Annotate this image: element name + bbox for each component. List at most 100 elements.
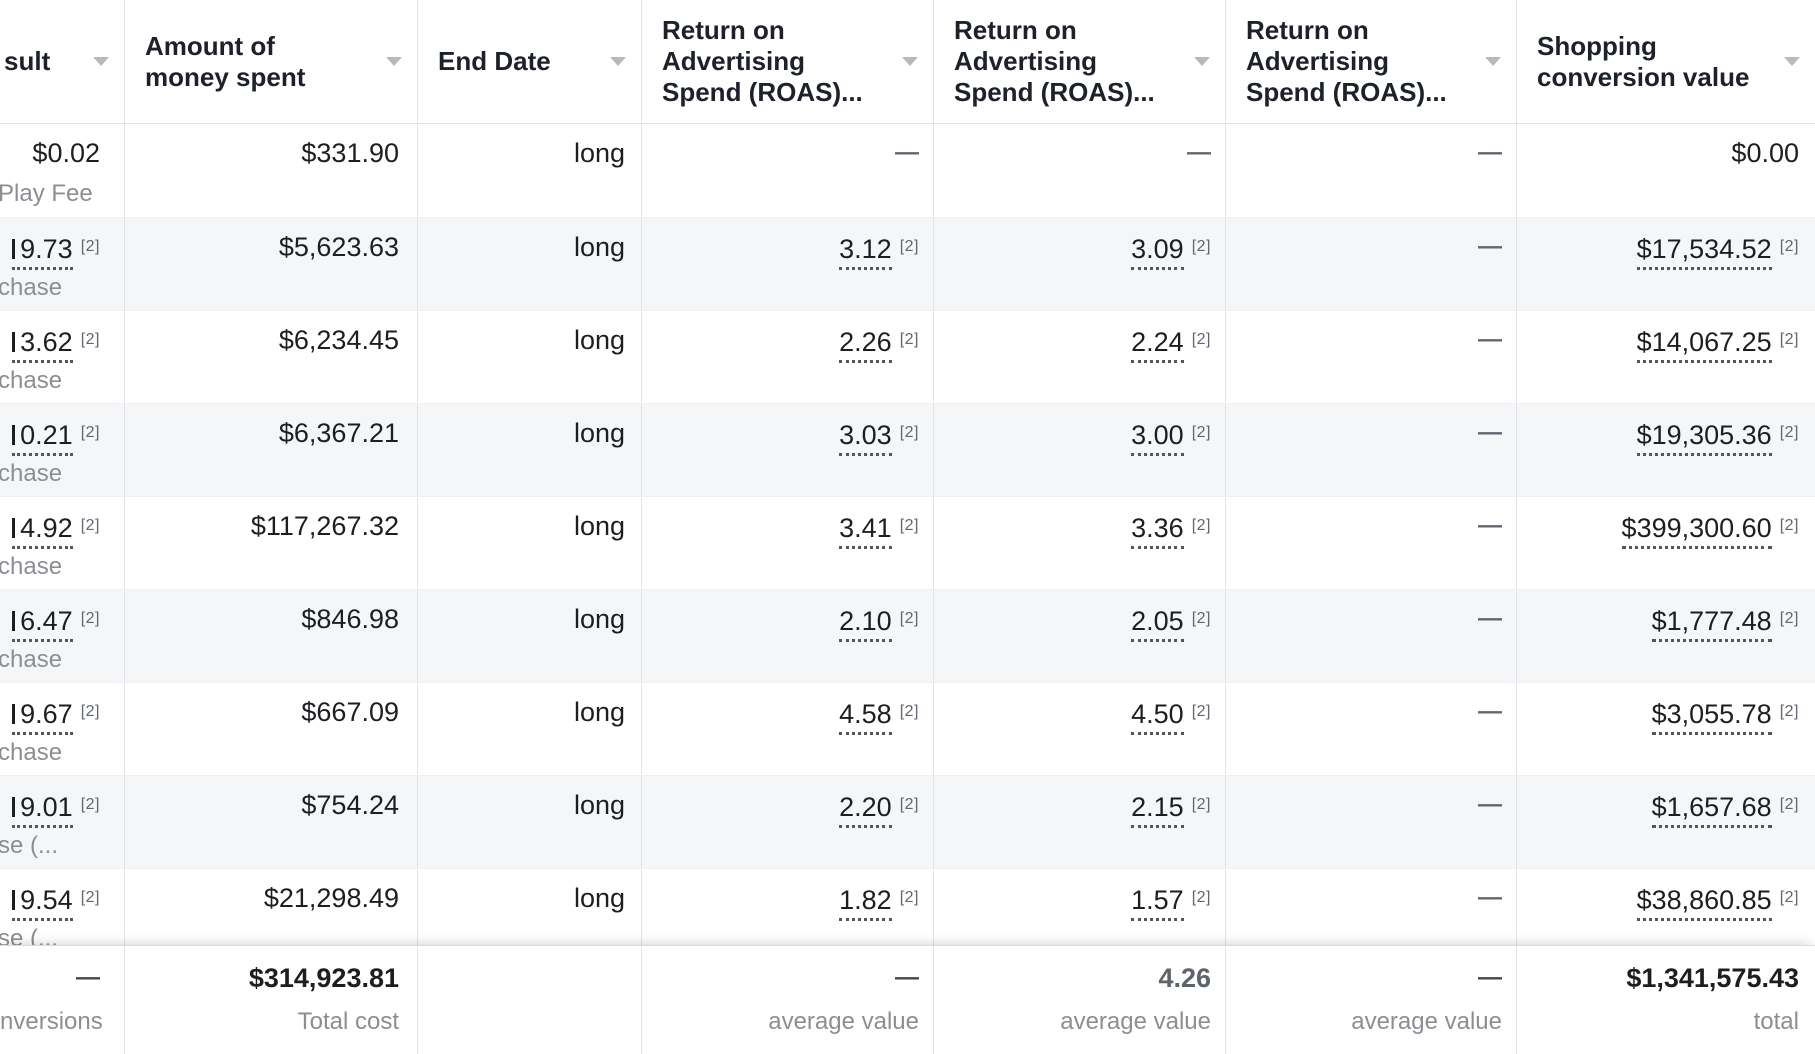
footnote-marker: [2] <box>80 238 100 255</box>
table-row: 9.73 [2] chase $5,623.63 long 3.12 [2] 3.0… <box>0 217 1815 310</box>
result-total-value: — <box>76 964 100 991</box>
result-cell: 6.47 [2] chase <box>0 590 124 682</box>
column-header-label: End Date <box>438 46 551 76</box>
chevron-down-icon[interactable] <box>386 56 402 66</box>
result-cell: 0.21 [2] chase <box>0 404 124 496</box>
end-date-cell: long <box>417 218 641 310</box>
roas-1-value[interactable]: 4.58 <box>839 699 892 735</box>
footnote-marker: [2] <box>1191 610 1211 627</box>
shopping-value[interactable]: $399,300.60 <box>1621 513 1772 549</box>
shopping-value[interactable]: $1,657.68 <box>1651 792 1772 828</box>
result-value[interactable]: 9.73 <box>12 234 73 270</box>
shopping-value-cell: $0.00 <box>1516 124 1815 217</box>
amount-spent-cell: $5,623.63 <box>124 218 417 310</box>
column-header-label: Return on Advertising Spend (ROAS)... <box>1246 15 1447 107</box>
chevron-down-icon[interactable] <box>902 56 918 66</box>
roas-2-cell: 3.00 [2] <box>933 404 1225 496</box>
roas-2-cell: 3.09 [2] <box>933 218 1225 310</box>
shopping-value[interactable]: $38,860.85 <box>1636 885 1772 921</box>
end-date-cell: long <box>417 776 641 868</box>
result-value[interactable]: 3.62 <box>12 327 73 363</box>
shopping-value[interactable]: $17,534.52 <box>1636 234 1772 270</box>
column-header-roas-3[interactable]: Return on Advertising Spend (ROAS)... <box>1225 0 1516 123</box>
roas-2-cell: 2.05 [2] <box>933 590 1225 682</box>
roas-1-value[interactable]: 1.82 <box>839 885 892 921</box>
chevron-down-icon[interactable] <box>93 56 109 66</box>
roas-2-value: — <box>1187 139 1211 166</box>
column-header-amount-spent[interactable]: Amount of money spent <box>124 0 417 123</box>
chevron-down-icon[interactable] <box>1194 56 1210 66</box>
roas-1-value[interactable]: 2.20 <box>839 792 892 828</box>
roas-2-value[interactable]: 4.50 <box>1131 699 1184 735</box>
roas-1-cell: 4.58 [2] <box>641 683 933 775</box>
table-header-row: sult Amount of money spent End Date Retu… <box>0 0 1815 124</box>
roas-1-value[interactable]: 3.41 <box>839 513 892 549</box>
roas-1-value[interactable]: 3.03 <box>839 420 892 456</box>
footnote-marker: [2] <box>80 424 100 441</box>
roas-3-total-cell: — average value <box>1225 946 1516 1054</box>
result-value[interactable]: 6.47 <box>12 606 73 642</box>
result-value[interactable]: 4.92 <box>12 513 73 549</box>
table-row: 4.92 [2] chase $117,267.32 long 3.41 [2] 3… <box>0 496 1815 589</box>
column-header-label: Return on Advertising Spend (ROAS)... <box>954 15 1155 107</box>
column-header-roas-1[interactable]: Return on Advertising Spend (ROAS)... <box>641 0 933 123</box>
footnote-marker: [2] <box>1191 517 1211 534</box>
shopping-value[interactable]: $14,067.25 <box>1636 327 1772 363</box>
roas-2-value[interactable]: 2.05 <box>1131 606 1184 642</box>
end-date-cell: long <box>417 590 641 682</box>
roas-2-value[interactable]: 2.15 <box>1131 792 1184 828</box>
chevron-down-icon[interactable] <box>1784 56 1800 66</box>
end-date-value: long <box>573 232 625 262</box>
end-date-value: long <box>573 883 625 913</box>
table-row: 9.54 [2] se (... $21,298.49 long 1.82 [2] … <box>0 868 1815 952</box>
shopping-total-sublabel: total <box>1753 1008 1799 1035</box>
amount-spent-total-cell: $314,923.81 Total cost <box>124 946 417 1054</box>
shopping-value-cell: $399,300.60 [2] <box>1516 497 1815 589</box>
roas-3-value: — <box>1478 698 1502 725</box>
footnote-marker: [2] <box>80 517 100 534</box>
footnote-marker: [2] <box>80 703 100 720</box>
roas-1-total-sublabel: average value <box>768 1008 919 1035</box>
footnote-marker: [2] <box>1779 424 1799 441</box>
chevron-down-icon[interactable] <box>1485 56 1501 66</box>
roas-3-value: — <box>1478 139 1502 166</box>
roas-2-value[interactable]: 1.57 <box>1131 885 1184 921</box>
shopping-value[interactable]: $1,777.48 <box>1651 606 1772 642</box>
amount-spent-value: $6,234.45 <box>278 325 399 355</box>
result-value[interactable]: 9.01 <box>12 792 73 828</box>
roas-1-value[interactable]: 2.10 <box>839 606 892 642</box>
column-header-shopping-conversion-value[interactable]: Shopping conversion value <box>1516 0 1815 123</box>
table-row: 9.01 [2] se (... $754.24 long 2.20 [2] 2.1… <box>0 775 1815 868</box>
amount-spent-value: $846.98 <box>301 604 399 634</box>
result-value[interactable]: 9.67 <box>12 699 73 735</box>
roas-2-cell: 2.24 [2] <box>933 311 1225 403</box>
roas-3-cell: — <box>1225 124 1516 217</box>
result-value[interactable]: 0.21 <box>12 420 73 456</box>
shopping-value[interactable]: $19,305.36 <box>1636 420 1772 456</box>
footnote-marker: [2] <box>1191 889 1211 906</box>
chevron-down-icon[interactable] <box>610 56 626 66</box>
roas-2-value[interactable]: 2.24 <box>1131 327 1184 363</box>
column-header-roas-2[interactable]: Return on Advertising Spend (ROAS)... <box>933 0 1225 123</box>
roas-2-value[interactable]: 3.36 <box>1131 513 1184 549</box>
column-header-end-date[interactable]: End Date <box>417 0 641 123</box>
shopping-value-cell: $3,055.78 [2] <box>1516 683 1815 775</box>
end-date-total-cell <box>417 946 641 1054</box>
roas-2-cell: — <box>933 124 1225 217</box>
roas-1-value[interactable]: 2.26 <box>839 327 892 363</box>
roas-3-value: — <box>1478 884 1502 911</box>
amount-spent-cell: $6,234.45 <box>124 311 417 403</box>
roas-2-cell: 4.50 [2] <box>933 683 1225 775</box>
result-sublabel: se (... <box>0 832 59 859</box>
column-header-result[interactable]: sult <box>0 0 124 123</box>
result-sublabel: chase <box>0 646 63 673</box>
result-cell: 9.67 [2] chase <box>0 683 124 775</box>
shopping-value[interactable]: $3,055.78 <box>1651 699 1772 735</box>
roas-1-value[interactable]: 3.12 <box>839 234 892 270</box>
footnote-marker: [2] <box>1191 424 1211 441</box>
roas-2-value[interactable]: 3.00 <box>1131 420 1184 456</box>
footnote-marker: [2] <box>899 703 919 720</box>
roas-2-value[interactable]: 3.09 <box>1131 234 1184 270</box>
shopping-value: $0.00 <box>1731 138 1799 168</box>
result-value[interactable]: 9.54 <box>12 885 73 921</box>
